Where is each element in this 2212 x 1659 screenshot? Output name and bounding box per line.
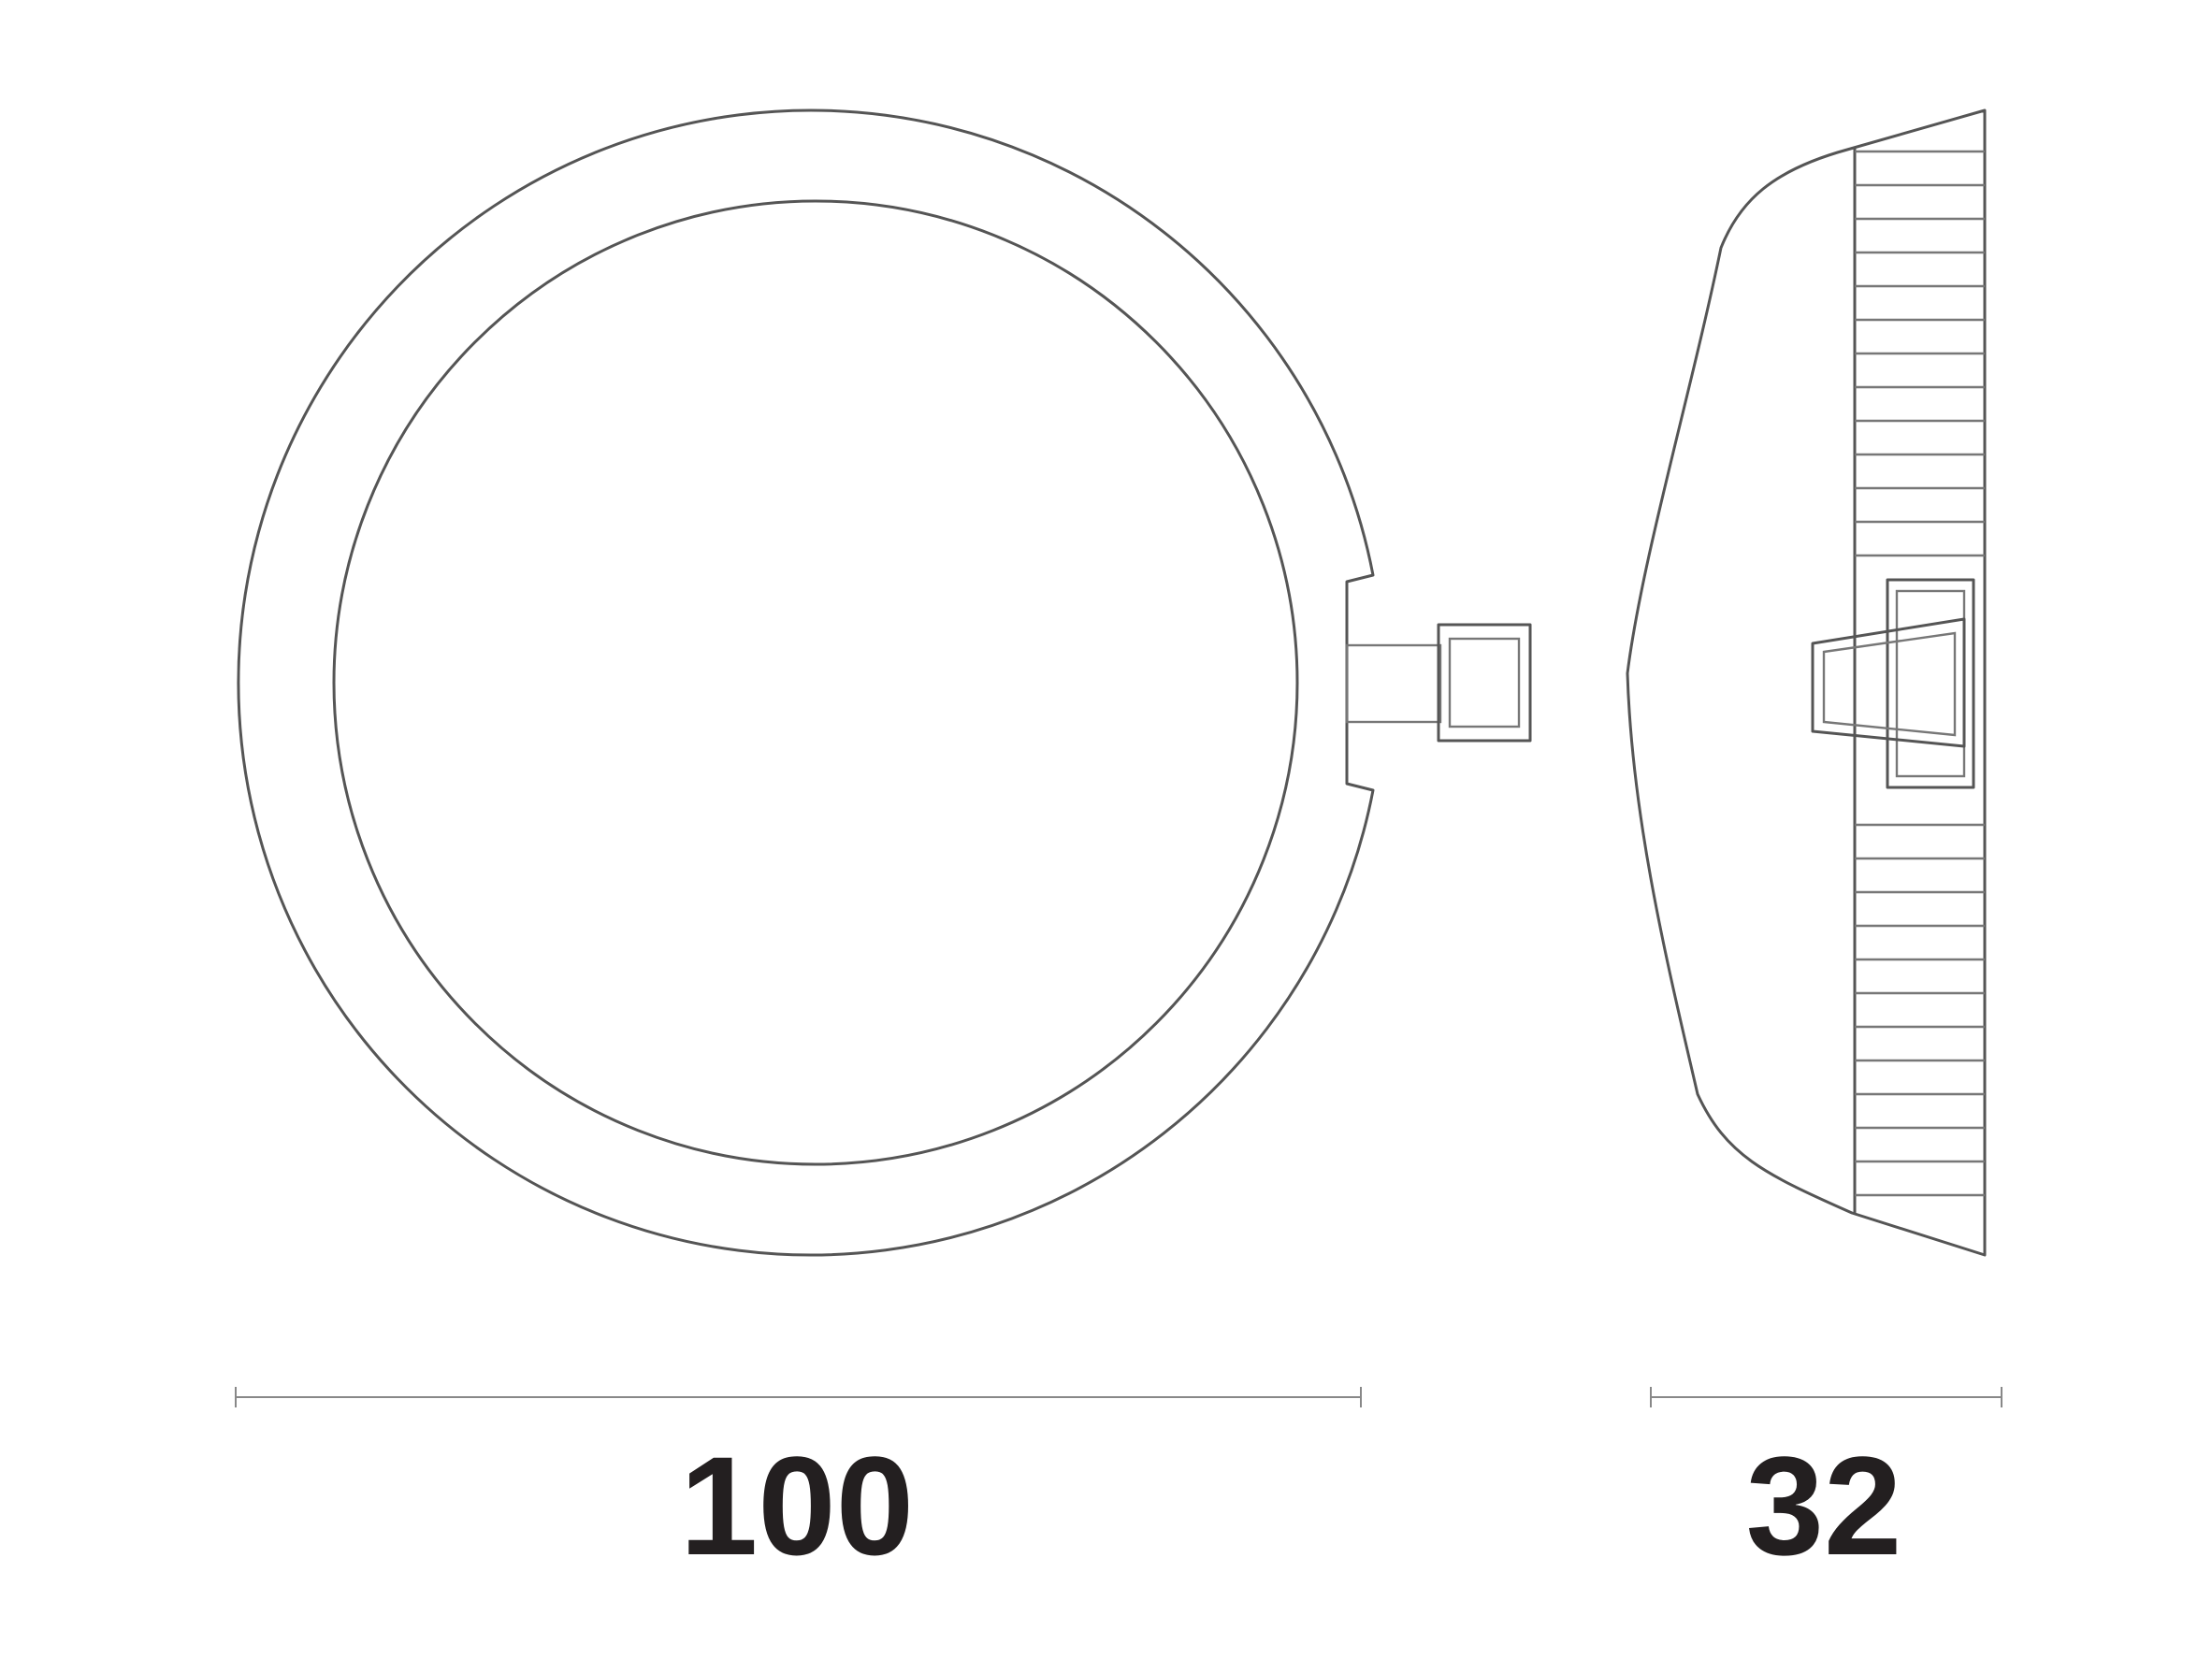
side-spring-clip: [1811, 578, 1975, 789]
depth-dimension: 32: [1650, 1387, 2002, 1584]
diameter-dimension: 100: [235, 1387, 1362, 1584]
lens-dome-profile: [1626, 108, 1987, 1257]
side-clip-arm: [1811, 617, 1966, 748]
outer-ring: [237, 108, 1375, 1257]
inner-lens: [332, 199, 1299, 1166]
depth-label: 32: [1746, 1427, 1902, 1584]
clip-block-outer: [1437, 623, 1532, 743]
heat-sink-fins: [1855, 150, 1985, 1197]
side-view: [1626, 108, 1987, 1257]
front-view: [237, 108, 1532, 1257]
diameter-label: 100: [680, 1427, 914, 1584]
side-clip-base: [1886, 578, 1975, 789]
clip-arm: [1345, 643, 1442, 724]
clip-block-inner: [1448, 637, 1521, 729]
side-clip-arm-inner: [1822, 631, 1957, 737]
spring-clip: [1345, 623, 1532, 743]
